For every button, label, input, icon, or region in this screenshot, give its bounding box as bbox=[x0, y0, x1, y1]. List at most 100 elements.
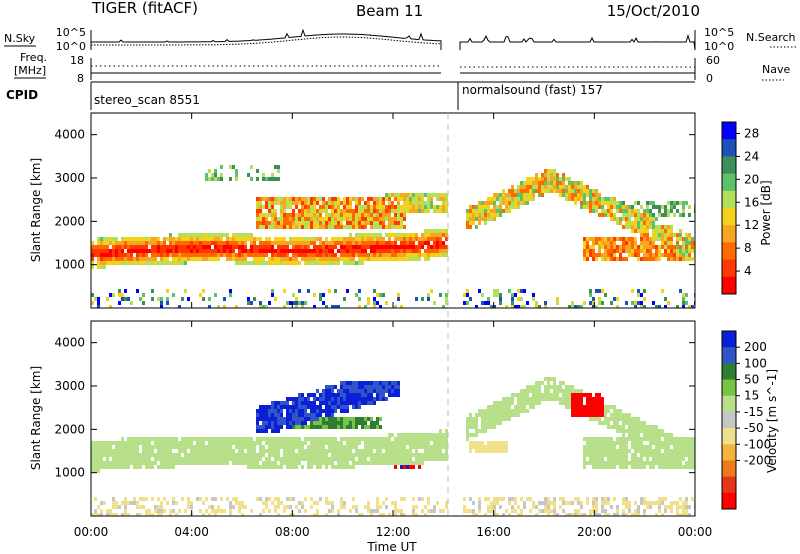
power-cell bbox=[607, 205, 610, 209]
velocity-cell bbox=[241, 461, 244, 465]
power-cell bbox=[343, 201, 346, 205]
power-cell bbox=[106, 261, 109, 265]
velocity-cell bbox=[328, 385, 331, 389]
power-cell bbox=[445, 249, 448, 253]
x-tick-label: 20:00 bbox=[577, 525, 612, 539]
velocity-cell bbox=[682, 513, 685, 516]
velocity-cell bbox=[232, 441, 235, 445]
power-cell bbox=[373, 217, 376, 221]
velocity-cell bbox=[382, 457, 385, 461]
power-cell bbox=[601, 245, 604, 249]
velocity-cell bbox=[361, 393, 364, 397]
power-cell bbox=[613, 213, 616, 217]
power-cell bbox=[343, 249, 346, 253]
velocity-cell bbox=[640, 453, 643, 457]
power-cell bbox=[613, 297, 616, 301]
velocity-cell bbox=[367, 401, 370, 405]
power-cell bbox=[631, 253, 634, 257]
velocity-cell bbox=[310, 401, 313, 405]
power-cell bbox=[397, 237, 400, 241]
power-cell bbox=[178, 245, 181, 249]
power-cell bbox=[640, 213, 643, 217]
velocity-cell bbox=[619, 441, 622, 445]
velocity-cell bbox=[319, 397, 322, 401]
power-cell bbox=[121, 237, 124, 241]
power-cell bbox=[283, 253, 286, 257]
power-cell bbox=[400, 305, 403, 308]
velocity-cell bbox=[172, 465, 175, 469]
power-cell bbox=[271, 221, 274, 225]
power-cell bbox=[478, 289, 481, 293]
velocity-cell bbox=[610, 437, 613, 441]
power-cell bbox=[640, 249, 643, 253]
velocity-cell bbox=[574, 397, 577, 401]
power-cell bbox=[244, 249, 247, 253]
power-cell bbox=[670, 229, 673, 233]
power-cell bbox=[583, 301, 586, 305]
power-cell bbox=[232, 257, 235, 261]
power-cell bbox=[379, 209, 382, 213]
power-cell bbox=[490, 209, 493, 213]
velocity-cell bbox=[430, 445, 433, 449]
velocity-cell bbox=[316, 425, 319, 429]
velocity-cell bbox=[598, 445, 601, 449]
velocity-cell bbox=[232, 437, 235, 441]
power-cell bbox=[487, 197, 490, 201]
velocity-cell bbox=[172, 457, 175, 461]
velocity-cell bbox=[139, 465, 142, 469]
power-cell bbox=[274, 197, 277, 201]
velocity-cell bbox=[337, 417, 340, 421]
power-cell bbox=[397, 209, 400, 213]
velocity-cell bbox=[220, 497, 223, 501]
power-cell bbox=[412, 209, 415, 213]
velocity-cell bbox=[274, 461, 277, 465]
power-cell bbox=[430, 229, 433, 233]
power-cell bbox=[385, 205, 388, 209]
power-cell bbox=[97, 241, 100, 245]
velocity-cell bbox=[478, 441, 481, 445]
power-cell bbox=[475, 209, 478, 213]
velocity-cell bbox=[394, 461, 397, 465]
velocity-cell bbox=[205, 509, 208, 513]
velocity-cell bbox=[340, 457, 343, 461]
power-cell bbox=[655, 237, 658, 241]
power-cell bbox=[151, 249, 154, 253]
velocity-cell bbox=[322, 421, 325, 425]
power-cell bbox=[607, 197, 610, 201]
velocity-cell bbox=[325, 501, 328, 505]
velocity-cell bbox=[298, 437, 301, 441]
power-cell bbox=[466, 217, 469, 221]
velocity-cell bbox=[646, 449, 649, 453]
power-cell bbox=[373, 253, 376, 257]
power-cell bbox=[631, 213, 634, 217]
velocity-cell bbox=[667, 445, 670, 449]
power-cell bbox=[667, 257, 670, 261]
velocity-cell bbox=[187, 505, 190, 509]
velocity-cell bbox=[643, 437, 646, 441]
power-cell bbox=[607, 241, 610, 245]
power-cell bbox=[418, 205, 421, 209]
power-cell bbox=[406, 249, 409, 253]
power-cell bbox=[478, 209, 481, 213]
velocity-cell bbox=[493, 509, 496, 513]
velocity-cell bbox=[595, 465, 598, 469]
power-cell bbox=[664, 213, 667, 217]
velocity-cell bbox=[502, 397, 505, 401]
power-cell bbox=[487, 217, 490, 221]
power-cell bbox=[661, 241, 664, 245]
power-cell bbox=[529, 197, 532, 201]
power-cell bbox=[142, 293, 145, 297]
power-cell bbox=[589, 301, 592, 305]
velocity-cell bbox=[172, 453, 175, 457]
velocity-cell bbox=[550, 393, 553, 397]
power-cell bbox=[286, 221, 289, 225]
power-cell bbox=[325, 261, 328, 265]
velocity-cell bbox=[313, 425, 316, 429]
velocity-cell bbox=[367, 509, 370, 513]
power-cell bbox=[211, 237, 214, 241]
power-cell bbox=[565, 193, 568, 197]
power-cell bbox=[262, 253, 265, 257]
power-cell bbox=[277, 197, 280, 201]
power-cell bbox=[421, 193, 424, 197]
power-cell bbox=[496, 293, 499, 297]
